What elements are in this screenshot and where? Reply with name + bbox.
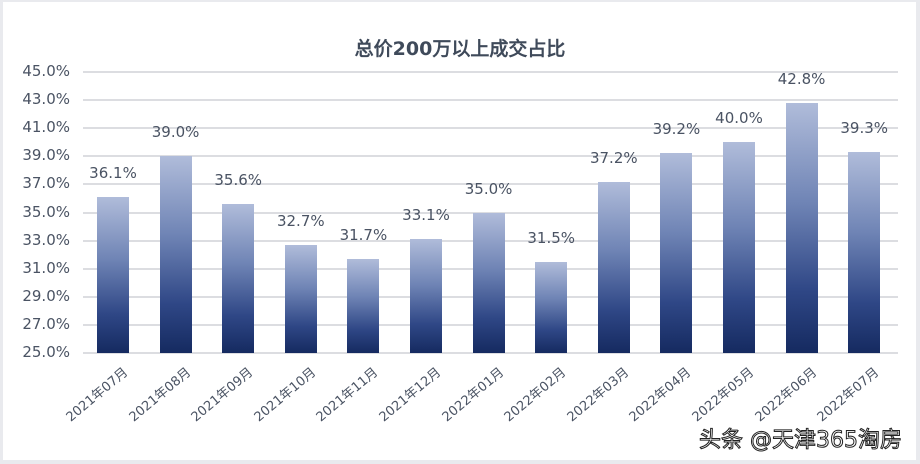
- gridline: [83, 71, 898, 73]
- bar: [472, 212, 505, 353]
- watermark: 头条 @天津365淘房: [699, 428, 903, 454]
- bar: [597, 181, 630, 353]
- bar: [410, 239, 442, 353]
- y-tick-label: 29.0%: [22, 286, 70, 305]
- data-label: 35.6%: [214, 171, 263, 190]
- data-label: 35.0%: [464, 179, 513, 198]
- bar: [284, 244, 317, 353]
- gridline: [83, 183, 898, 186]
- chart-title: 总价200万以上成交占比: [354, 38, 566, 60]
- gridline: [83, 127, 898, 130]
- data-label: 40.0%: [715, 109, 763, 128]
- data-label: 36.1%: [89, 164, 137, 183]
- y-tick-label: 35.0%: [22, 202, 70, 221]
- y-tick-label: 45.0%: [22, 62, 70, 80]
- bar: [723, 142, 755, 353]
- bar: [159, 156, 192, 353]
- chart-card: [3, 2, 916, 460]
- y-tick-label: 27.0%: [22, 314, 70, 333]
- data-label: 42.8%: [777, 69, 826, 88]
- bar: [222, 204, 255, 353]
- y-tick-label: 41.0%: [22, 118, 70, 137]
- data-label: 31.5%: [527, 228, 576, 247]
- bar: [97, 197, 129, 353]
- y-tick-label: 33.0%: [22, 230, 70, 249]
- gridline: [83, 352, 898, 354]
- bar: [535, 261, 568, 353]
- y-tick-label: 25.0%: [22, 343, 70, 361]
- bar: [347, 258, 380, 353]
- y-tick-label: 31.0%: [22, 258, 70, 277]
- y-tick-label: 37.0%: [22, 174, 70, 193]
- y-tick-label: 43.0%: [22, 90, 70, 109]
- data-label: 39.2%: [652, 120, 701, 139]
- data-label: 32.7%: [276, 211, 325, 230]
- bar: [785, 102, 818, 353]
- bar: [848, 152, 881, 353]
- data-label: 31.7%: [339, 225, 388, 244]
- data-label: 39.3%: [840, 119, 889, 138]
- data-label: 37.2%: [589, 148, 638, 167]
- data-label: 33.1%: [402, 206, 450, 225]
- data-label: 39.0%: [151, 123, 200, 142]
- gridline: [83, 155, 898, 158]
- gridline: [83, 99, 898, 102]
- y-tick-label: 39.0%: [22, 146, 70, 165]
- bar: [660, 153, 693, 353]
